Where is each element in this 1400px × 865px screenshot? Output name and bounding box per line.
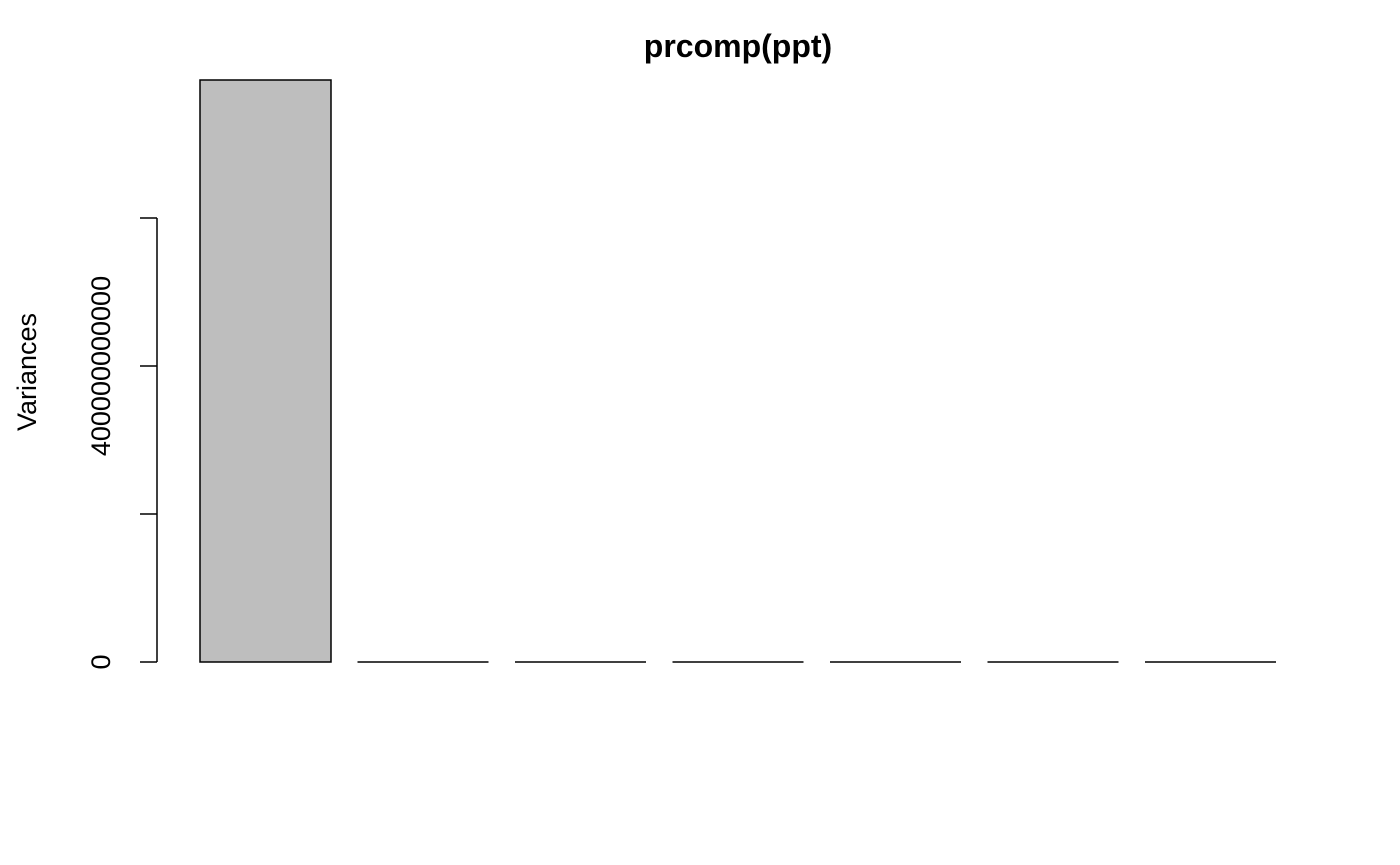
chart-title: prcomp(ppt) xyxy=(644,28,832,64)
bar xyxy=(199,79,332,663)
y-axis-label: Variances xyxy=(12,313,42,431)
y-tick-label: 0 xyxy=(86,654,116,669)
y-tick-label: 400000000000 xyxy=(86,276,116,456)
